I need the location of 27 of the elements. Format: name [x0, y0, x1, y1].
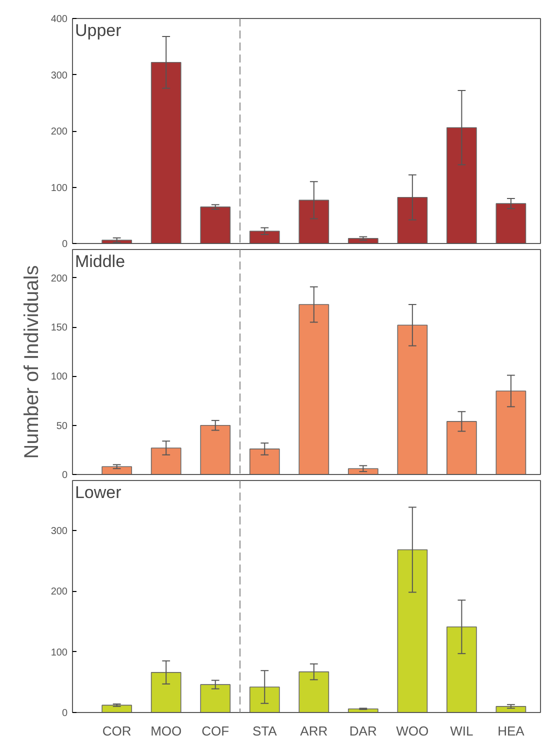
- y-tick-label: 300: [50, 526, 68, 537]
- chart-title: Lower: [74, 482, 122, 502]
- x-tick-label: DAR: [349, 724, 377, 738]
- x-tick-label: ARR: [300, 724, 328, 738]
- y-tick-label: 100: [50, 647, 68, 658]
- x-tick-label: STA: [252, 724, 278, 738]
- y-tick-label: 0: [62, 239, 68, 250]
- x-tick-label: COR: [102, 724, 132, 738]
- y-tick-label: 150: [50, 322, 68, 334]
- x-tick-label: MOO: [150, 724, 182, 738]
- y-tick-label: 200: [50, 273, 68, 284]
- chart-title: Upper: [74, 20, 122, 40]
- y-tick-label: 200: [50, 586, 68, 598]
- y-tick-label: 200: [50, 126, 68, 138]
- x-tick-label: COF: [202, 724, 230, 738]
- x-tick-label: WOO: [396, 724, 429, 738]
- y-tick-label: 50: [56, 420, 68, 432]
- y-tick-label: 300: [50, 70, 68, 82]
- y-tick-label: 0: [62, 470, 68, 481]
- y-axis-title: Number of Individuals: [20, 265, 43, 459]
- x-tick-label: HEA: [498, 724, 525, 738]
- x-tick-label: WIL: [450, 724, 474, 738]
- y-tick-label: 100: [50, 182, 68, 194]
- y-tick-label: 0: [62, 708, 68, 719]
- y-tick-label: 100: [50, 372, 68, 383]
- y-tick-label: 400: [50, 14, 68, 25]
- chart-title: Middle: [74, 252, 126, 271]
